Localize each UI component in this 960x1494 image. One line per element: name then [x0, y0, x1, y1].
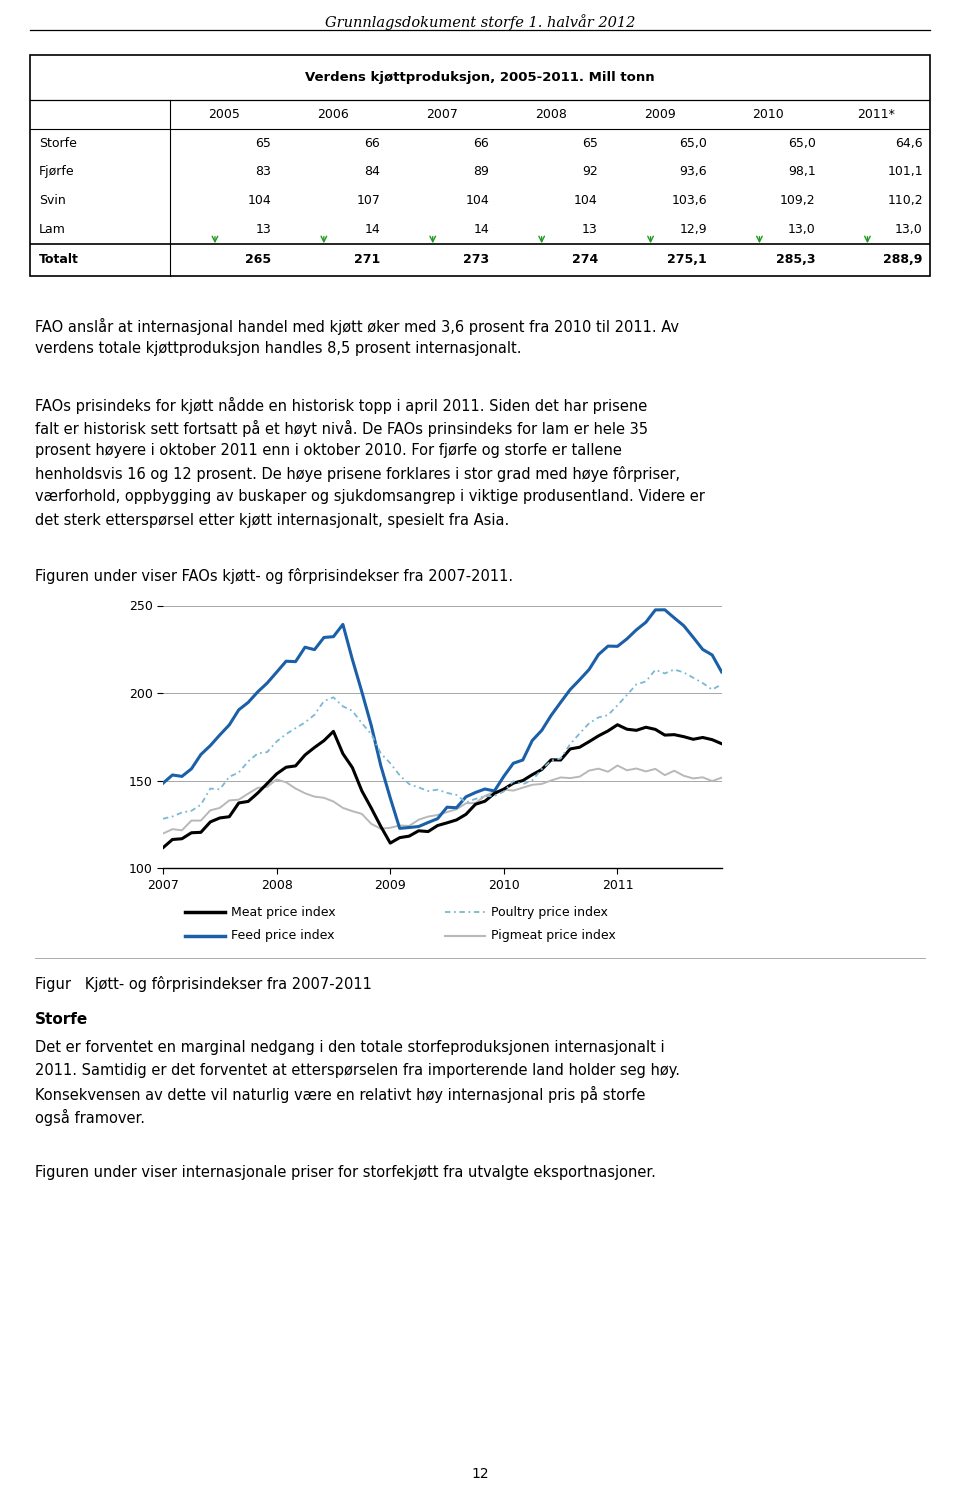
Text: 288,9: 288,9	[883, 252, 923, 266]
Text: Konsekvensen av dette vil naturlig være en relativt høy internasjonal pris på st: Konsekvensen av dette vil naturlig være …	[35, 1086, 645, 1104]
Text: Lam: Lam	[39, 223, 66, 236]
Text: 273: 273	[463, 252, 489, 266]
Text: 98,1: 98,1	[788, 166, 816, 178]
Text: Figur   Kjøtt- og fôrprisindekser fra 2007-2011: Figur Kjøtt- og fôrprisindekser fra 2007…	[35, 976, 372, 992]
Point	[164, 266, 176, 284]
Text: Storfe: Storfe	[35, 1011, 88, 1026]
Text: 2009: 2009	[643, 108, 676, 121]
Text: henholdsvis 16 og 12 prosent. De høye prisene forklares i stor grad med høye fôr: henholdsvis 16 og 12 prosent. De høye pr…	[35, 466, 680, 483]
Text: Meat price index: Meat price index	[231, 905, 336, 919]
Text: 14: 14	[365, 223, 380, 236]
Text: 104: 104	[466, 194, 489, 208]
Text: også framover.: også framover.	[35, 1110, 145, 1126]
Text: 107: 107	[356, 194, 380, 208]
Text: FAO anslår at internasjonal handel med kjøtt øker med 3,6 prosent fra 2010 til 2: FAO anslår at internasjonal handel med k…	[35, 318, 679, 335]
Text: 101,1: 101,1	[887, 166, 923, 178]
Text: 271: 271	[354, 252, 380, 266]
Text: 104: 104	[574, 194, 598, 208]
Text: 13: 13	[582, 223, 598, 236]
Text: 84: 84	[364, 166, 380, 178]
Text: 14: 14	[473, 223, 489, 236]
Text: Pigmeat price index: Pigmeat price index	[491, 929, 615, 943]
Text: 2008: 2008	[535, 108, 566, 121]
Text: Grunnlagsdokument storfe 1. halvår 2012: Grunnlagsdokument storfe 1. halvår 2012	[324, 13, 636, 30]
Text: FAOs prisindeks for kjøtt nådde en historisk topp i april 2011. Siden det har pr: FAOs prisindeks for kjøtt nådde en histo…	[35, 397, 647, 414]
Text: 275,1: 275,1	[667, 252, 707, 266]
Text: 110,2: 110,2	[887, 194, 923, 208]
Point	[164, 91, 176, 109]
Text: 65,0: 65,0	[679, 137, 707, 149]
Text: 13,0: 13,0	[895, 223, 923, 236]
Text: 65: 65	[255, 137, 272, 149]
Text: værforhold, oppbygging av buskaper og sjukdomsangrep i viktige produsentland. Vi: værforhold, oppbygging av buskaper og sj…	[35, 490, 705, 505]
Text: 2011. Samtidig er det forventet at etterspørselen fra importerende land holder s: 2011. Samtidig er det forventet at etter…	[35, 1064, 680, 1079]
Text: Feed price index: Feed price index	[231, 929, 334, 943]
Text: Det er forventet en marginal nedgang i den totale storfeproduksjonen internasjon: Det er forventet en marginal nedgang i d…	[35, 1040, 664, 1055]
Text: 64,6: 64,6	[895, 137, 923, 149]
Text: 12,9: 12,9	[679, 223, 707, 236]
Text: det sterk etterspørsel etter kjøtt internasjonalt, spesielt fra Asia.: det sterk etterspørsel etter kjøtt inter…	[35, 512, 509, 527]
Text: 103,6: 103,6	[671, 194, 707, 208]
Text: 93,6: 93,6	[679, 166, 707, 178]
Text: 13: 13	[255, 223, 272, 236]
Text: Poultry price index: Poultry price index	[491, 905, 608, 919]
Text: 285,3: 285,3	[777, 252, 816, 266]
Text: 92: 92	[582, 166, 598, 178]
Text: 65: 65	[582, 137, 598, 149]
Text: 66: 66	[365, 137, 380, 149]
Text: 109,2: 109,2	[780, 194, 816, 208]
Text: 104: 104	[248, 194, 272, 208]
Text: 13,0: 13,0	[788, 223, 816, 236]
Text: 2005: 2005	[208, 108, 240, 121]
Text: 2010: 2010	[753, 108, 784, 121]
Text: 89: 89	[473, 166, 489, 178]
Text: Figuren under viser internasjonale priser for storfekjøtt fra utvalgte eksportna: Figuren under viser internasjonale prise…	[35, 1165, 656, 1180]
Text: 2007: 2007	[426, 108, 458, 121]
Text: Fjørfe: Fjørfe	[39, 166, 75, 178]
Text: Verdens kjøttproduksjon, 2005-2011. Mill tonn: Verdens kjøttproduksjon, 2005-2011. Mill…	[305, 72, 655, 84]
Text: prosent høyere i oktober 2011 enn i oktober 2010. For fjørfe og storfe er tallen: prosent høyere i oktober 2011 enn i okto…	[35, 444, 622, 459]
Text: verdens totale kjøttproduksjon handles 8,5 prosent internasjonalt.: verdens totale kjøttproduksjon handles 8…	[35, 341, 521, 356]
Text: Totalt: Totalt	[39, 252, 79, 266]
Text: 2006: 2006	[317, 108, 348, 121]
Text: 65,0: 65,0	[788, 137, 816, 149]
Text: 265: 265	[245, 252, 272, 266]
Text: Svin: Svin	[39, 194, 65, 208]
Text: 274: 274	[571, 252, 598, 266]
Text: 66: 66	[473, 137, 489, 149]
Text: 12: 12	[471, 1467, 489, 1481]
Text: 83: 83	[255, 166, 272, 178]
Text: Storfe: Storfe	[39, 137, 77, 149]
Text: 2011*: 2011*	[857, 108, 896, 121]
Text: Figuren under viser FAOs kjøtt- og fôrprisindekser fra 2007-2011.: Figuren under viser FAOs kjøtt- og fôrpr…	[35, 568, 514, 584]
Text: falt er historisk sett fortsatt på et høyt nivå. De FAOs prinsindeks for lam er : falt er historisk sett fortsatt på et hø…	[35, 420, 648, 436]
